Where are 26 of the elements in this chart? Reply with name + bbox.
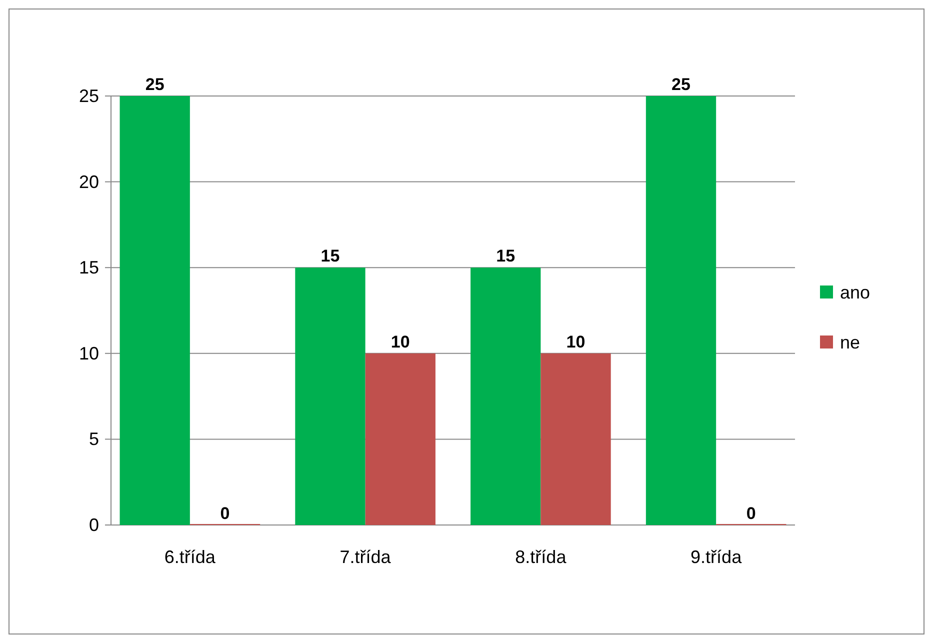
bar — [646, 96, 716, 525]
data-label: 0 — [746, 504, 756, 523]
legend-label: ano — [840, 282, 870, 302]
data-label: 15 — [320, 246, 340, 266]
y-tick-label: 15 — [78, 258, 99, 278]
y-tick-label: 0 — [88, 515, 99, 535]
x-tick-label: 6.třída — [164, 547, 216, 567]
data-label: 25 — [145, 75, 164, 94]
y-tick-label: 20 — [78, 172, 99, 192]
bar — [470, 268, 541, 525]
data-label: 0 — [220, 504, 230, 523]
legend-label: ne — [840, 332, 860, 352]
bar — [120, 96, 190, 525]
bar — [295, 268, 366, 525]
y-tick-label: 10 — [78, 343, 99, 364]
y-tick-label: 25 — [78, 86, 99, 106]
y-tick-label: 5 — [88, 429, 99, 450]
data-label: 25 — [672, 75, 690, 94]
x-tick-label: 7.třída — [340, 547, 392, 567]
data-label: 15 — [496, 246, 516, 266]
data-label: 10 — [566, 332, 586, 352]
bar — [365, 353, 436, 525]
data-label: 10 — [390, 332, 410, 352]
x-tick-label: 8.třída — [515, 547, 568, 567]
bar — [540, 353, 611, 525]
x-tick-label: 9.třída — [690, 547, 743, 567]
